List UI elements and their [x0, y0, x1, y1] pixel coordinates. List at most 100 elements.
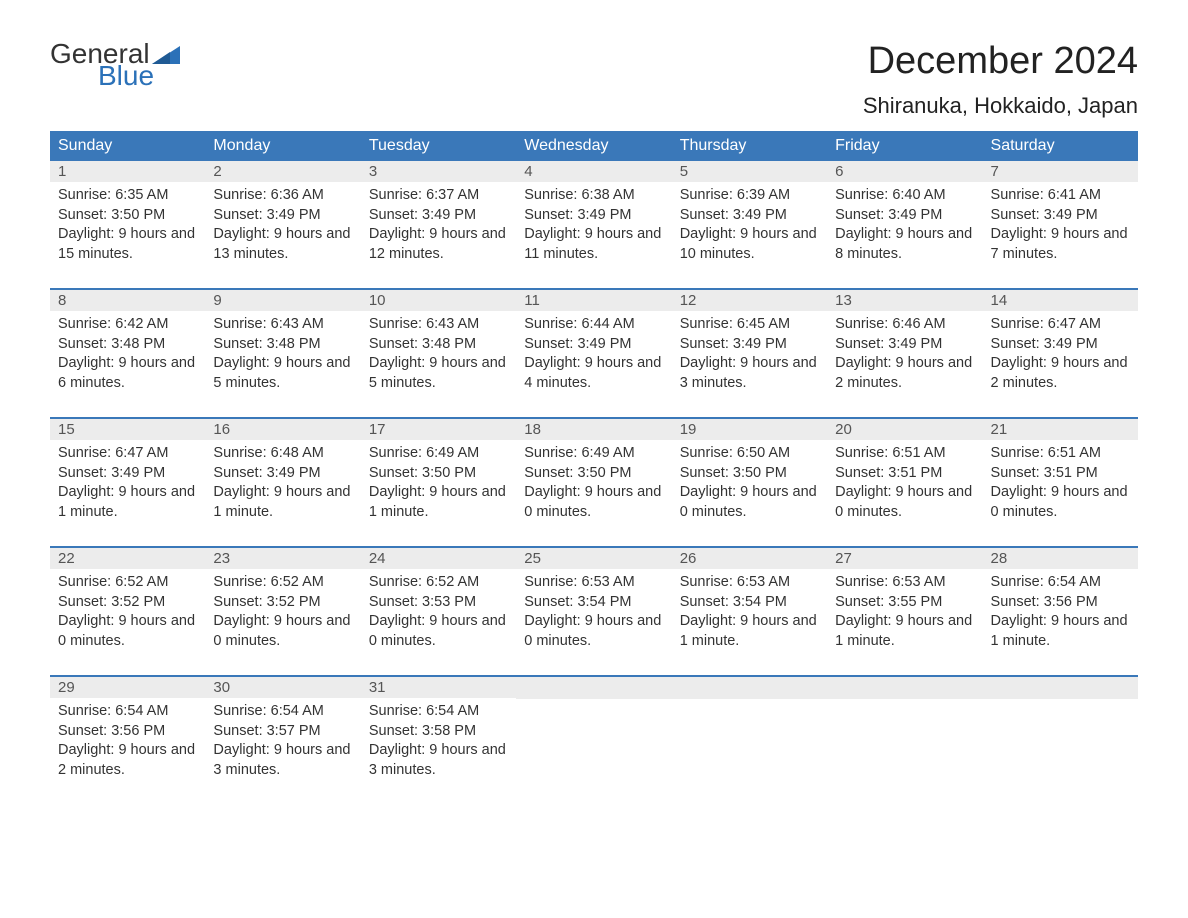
sunset-line: Sunset: 3:52 PM [58, 593, 197, 613]
day-number: 14 [983, 290, 1138, 311]
day-number: 7 [983, 161, 1138, 182]
sunset-line: Sunset: 3:48 PM [213, 335, 352, 355]
sunrise-line: Sunrise: 6:52 AM [58, 573, 197, 593]
day-details: Sunrise: 6:49 AMSunset: 3:50 PMDaylight:… [361, 440, 516, 534]
sunrise-line: Sunrise: 6:43 AM [213, 315, 352, 335]
sunrise-line: Sunrise: 6:43 AM [369, 315, 508, 335]
sunrise-line: Sunrise: 6:38 AM [524, 186, 663, 206]
day-cell: 11Sunrise: 6:44 AMSunset: 3:49 PMDayligh… [516, 290, 671, 418]
day-cell: 17Sunrise: 6:49 AMSunset: 3:50 PMDayligh… [361, 419, 516, 547]
week-row: 8Sunrise: 6:42 AMSunset: 3:48 PMDaylight… [50, 290, 1138, 418]
empty-day [672, 677, 827, 699]
day-details: Sunrise: 6:52 AMSunset: 3:52 PMDaylight:… [205, 569, 360, 663]
day-number: 11 [516, 290, 671, 311]
daylight-line: Daylight: 9 hours and 1 minute. [58, 483, 197, 522]
sunrise-line: Sunrise: 6:53 AM [680, 573, 819, 593]
day-details: Sunrise: 6:54 AMSunset: 3:57 PMDaylight:… [205, 698, 360, 792]
day-number: 10 [361, 290, 516, 311]
sunrise-line: Sunrise: 6:47 AM [58, 444, 197, 464]
day-details: Sunrise: 6:42 AMSunset: 3:48 PMDaylight:… [50, 311, 205, 405]
day-cell: 6Sunrise: 6:40 AMSunset: 3:49 PMDaylight… [827, 161, 982, 289]
day-cell: 1Sunrise: 6:35 AMSunset: 3:50 PMDaylight… [50, 161, 205, 289]
sunset-line: Sunset: 3:50 PM [524, 464, 663, 484]
day-details: Sunrise: 6:49 AMSunset: 3:50 PMDaylight:… [516, 440, 671, 534]
day-details: Sunrise: 6:35 AMSunset: 3:50 PMDaylight:… [50, 182, 205, 276]
sunset-line: Sunset: 3:51 PM [991, 464, 1130, 484]
day-number: 17 [361, 419, 516, 440]
month-title: December 2024 [863, 40, 1138, 83]
day-details: Sunrise: 6:39 AMSunset: 3:49 PMDaylight:… [672, 182, 827, 276]
day-cell: 4Sunrise: 6:38 AMSunset: 3:49 PMDaylight… [516, 161, 671, 289]
day-number: 31 [361, 677, 516, 698]
weekday-header: Saturday [983, 131, 1138, 161]
day-cell: 7 Sunrise: 6:41 AMSunset: 3:49 PMDaylight… [983, 161, 1138, 289]
daylight-line: Daylight: 9 hours and 2 minutes. [835, 354, 974, 393]
daylight-line: Daylight: 9 hours and 3 minutes. [213, 741, 352, 780]
sunset-line: Sunset: 3:49 PM [991, 206, 1130, 226]
sunrise-line: Sunrise: 6:51 AM [835, 444, 974, 464]
day-number: 20 [827, 419, 982, 440]
sunrise-line: Sunrise: 6:40 AM [835, 186, 974, 206]
daylight-line: Daylight: 9 hours and 5 minutes. [369, 354, 508, 393]
day-number: 28 [983, 548, 1138, 569]
day-cell: 18Sunrise: 6:49 AMSunset: 3:50 PMDayligh… [516, 419, 671, 547]
sunrise-line: Sunrise: 6:41 AM [991, 186, 1130, 206]
daylight-line: Daylight: 9 hours and 2 minutes. [58, 741, 197, 780]
day-number: 2 [205, 161, 360, 182]
daylight-line: Daylight: 9 hours and 5 minutes. [213, 354, 352, 393]
day-cell: 25Sunrise: 6:53 AMSunset: 3:54 PMDayligh… [516, 548, 671, 676]
day-number: 4 [516, 161, 671, 182]
day-number: 13 [827, 290, 982, 311]
daylight-line: Daylight: 9 hours and 0 minutes. [524, 612, 663, 651]
sunset-line: Sunset: 3:49 PM [58, 464, 197, 484]
day-cell: 14Sunrise: 6:47 AMSunset: 3:49 PMDayligh… [983, 290, 1138, 418]
day-number: 21 [983, 419, 1138, 440]
sunset-line: Sunset: 3:48 PM [58, 335, 197, 355]
day-cell: 9Sunrise: 6:43 AMSunset: 3:48 PMDaylight… [205, 290, 360, 418]
sunset-line: Sunset: 3:54 PM [524, 593, 663, 613]
day-cell: 27Sunrise: 6:53 AMSunset: 3:55 PMDayligh… [827, 548, 982, 676]
day-cell: 20Sunrise: 6:51 AMSunset: 3:51 PMDayligh… [827, 419, 982, 547]
day-number: 24 [361, 548, 516, 569]
sunrise-line: Sunrise: 6:37 AM [369, 186, 508, 206]
day-cell [983, 677, 1138, 805]
daylight-line: Daylight: 9 hours and 7 minutes. [991, 225, 1130, 264]
sunrise-line: Sunrise: 6:52 AM [213, 573, 352, 593]
day-number: 16 [205, 419, 360, 440]
sunset-line: Sunset: 3:52 PM [213, 593, 352, 613]
day-cell: 23Sunrise: 6:52 AMSunset: 3:52 PMDayligh… [205, 548, 360, 676]
sunset-line: Sunset: 3:51 PM [835, 464, 974, 484]
daylight-line: Daylight: 9 hours and 0 minutes. [213, 612, 352, 651]
day-details: Sunrise: 6:38 AMSunset: 3:49 PMDaylight:… [516, 182, 671, 276]
daylight-line: Daylight: 9 hours and 1 minute. [991, 612, 1130, 651]
day-number: 5 [672, 161, 827, 182]
day-cell: 5Sunrise: 6:39 AMSunset: 3:49 PMDaylight… [672, 161, 827, 289]
sunrise-line: Sunrise: 6:39 AM [680, 186, 819, 206]
day-cell: 15Sunrise: 6:47 AMSunset: 3:49 PMDayligh… [50, 419, 205, 547]
title-block: December 2024 Shiranuka, Hokkaido, Japan [863, 40, 1138, 119]
daylight-line: Daylight: 9 hours and 6 minutes. [58, 354, 197, 393]
day-cell: 26Sunrise: 6:53 AMSunset: 3:54 PMDayligh… [672, 548, 827, 676]
day-cell: 3Sunrise: 6:37 AMSunset: 3:49 PMDaylight… [361, 161, 516, 289]
day-cell: 19Sunrise: 6:50 AMSunset: 3:50 PMDayligh… [672, 419, 827, 547]
daylight-line: Daylight: 9 hours and 4 minutes. [524, 354, 663, 393]
day-details: Sunrise: 6:52 AMSunset: 3:52 PMDaylight:… [50, 569, 205, 663]
day-number: 18 [516, 419, 671, 440]
day-details: Sunrise: 6:47 AMSunset: 3:49 PMDaylight:… [50, 440, 205, 534]
sunset-line: Sunset: 3:58 PM [369, 722, 508, 742]
day-cell: 29Sunrise: 6:54 AMSunset: 3:56 PMDayligh… [50, 677, 205, 805]
sunrise-line: Sunrise: 6:48 AM [213, 444, 352, 464]
sunrise-line: Sunrise: 6:35 AM [58, 186, 197, 206]
day-cell: 24Sunrise: 6:52 AMSunset: 3:53 PMDayligh… [361, 548, 516, 676]
sunrise-line: Sunrise: 6:50 AM [680, 444, 819, 464]
day-details: Sunrise: 6:53 AMSunset: 3:54 PMDaylight:… [516, 569, 671, 663]
sunset-line: Sunset: 3:49 PM [213, 206, 352, 226]
logo-text-blue: Blue [98, 62, 180, 90]
daylight-line: Daylight: 9 hours and 0 minutes. [58, 612, 197, 651]
day-number: 1 [50, 161, 205, 182]
day-details: Sunrise: 6:51 AMSunset: 3:51 PMDaylight:… [827, 440, 982, 534]
day-cell: 28Sunrise: 6:54 AMSunset: 3:56 PMDayligh… [983, 548, 1138, 676]
logo: General Blue [50, 40, 180, 90]
day-details: Sunrise: 6:53 AMSunset: 3:54 PMDaylight:… [672, 569, 827, 663]
sunset-line: Sunset: 3:49 PM [680, 206, 819, 226]
